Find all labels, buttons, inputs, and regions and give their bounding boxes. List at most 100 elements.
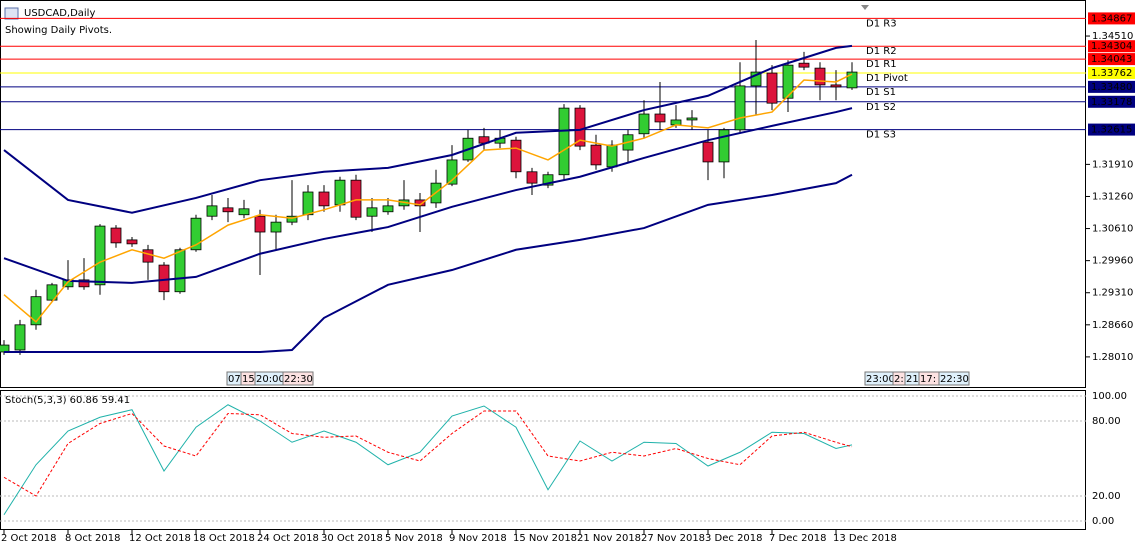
price-tag	[1088, 66, 1135, 79]
stoch-line	[3, 404, 853, 516]
bollinger-band	[4, 173, 853, 353]
x-tick-label: 7 Dec 2018	[769, 533, 827, 544]
shift-marker	[861, 5, 869, 10]
candle-body	[798, 62, 810, 68]
x-tick-label: 18 Oct 2018	[193, 533, 255, 544]
time-box-label: 2:	[894, 374, 904, 385]
time-box-label: 07:	[228, 374, 244, 385]
candle-body	[350, 179, 362, 218]
pivot-label: D1 R3	[866, 18, 897, 29]
pivot-label: D1 R2	[866, 46, 897, 57]
stoch-tick-label: 100.00	[1092, 391, 1127, 402]
price-tag-label: 1.33178	[1091, 97, 1132, 108]
candle-body	[318, 191, 330, 207]
y-tick-label: 1.28010	[1092, 352, 1133, 363]
candle-body	[30, 296, 42, 326]
candle-body	[78, 279, 90, 288]
pivot-label: D1 S1	[866, 87, 896, 98]
candle-body	[110, 227, 122, 244]
candle-body	[638, 113, 650, 135]
price-tag	[1088, 53, 1135, 66]
moving-average	[3, 73, 853, 323]
candle-body	[702, 141, 714, 163]
y-tick-label: 1.29960	[1092, 256, 1133, 267]
x-tick-label: 27 Nov 2018	[641, 533, 705, 544]
x-tick-label: 9 Nov 2018	[449, 533, 507, 544]
candle-body	[718, 129, 730, 163]
candle-body	[14, 324, 26, 351]
candle-body	[158, 264, 170, 293]
candle-body	[414, 199, 426, 207]
candle-body	[302, 191, 314, 216]
candle-body	[142, 249, 154, 263]
y-tick-label: 1.34510	[1092, 31, 1133, 42]
price-tag-label: 1.33480	[1091, 82, 1132, 93]
candle-body	[782, 64, 794, 99]
candle-body	[190, 217, 202, 251]
candle-body	[0, 344, 10, 353]
candle-body	[526, 171, 538, 184]
candle-body	[254, 215, 266, 233]
price-tag	[1088, 123, 1135, 136]
x-tick-label: 8 Oct 2018	[65, 533, 120, 544]
price-tag	[1088, 40, 1135, 53]
time-box-label: 21	[906, 374, 919, 385]
candle-body	[654, 113, 666, 123]
candle-body	[734, 85, 746, 131]
price-tag-label: 1.34304	[1091, 41, 1132, 52]
stoch-line	[3, 410, 853, 497]
time-box-label: 20:00	[256, 374, 285, 385]
candle-body	[238, 208, 250, 216]
time-box-label: 15:	[242, 374, 258, 385]
candle-body	[846, 71, 858, 89]
candle-body	[814, 67, 826, 86]
x-tick-label: 30 Oct 2018	[321, 533, 383, 544]
chart-subtitle: Showing Daily Pivots.	[5, 25, 112, 36]
price-tag-label: 1.33762	[1091, 68, 1132, 79]
price-tag	[1088, 12, 1135, 25]
candle-body	[174, 249, 186, 293]
x-tick-label: 21 Nov 2018	[577, 533, 641, 544]
time-box-label: 22:30	[940, 374, 969, 385]
time-box	[282, 371, 314, 386]
stoch-tick-label: 80.00	[1092, 416, 1121, 427]
candle-body	[334, 179, 346, 206]
price-tag	[1088, 80, 1135, 93]
candle-body	[46, 284, 58, 301]
pivot-label: D1 Pivot	[866, 73, 908, 84]
y-tick-label: 1.30610	[1092, 224, 1133, 235]
candle-body	[750, 71, 762, 87]
candle-body	[366, 207, 378, 217]
pivot-label: D1 S2	[866, 102, 896, 113]
bollinger-band	[3, 44, 853, 214]
candle-body	[574, 107, 586, 147]
candle-body	[766, 72, 778, 104]
x-tick-label: 2 Oct 2018	[1, 533, 56, 544]
bollinger-band	[3, 107, 853, 284]
candle-body	[558, 107, 570, 176]
pivot-label: D1 R1	[866, 59, 897, 70]
time-box-label: 22:30	[284, 374, 313, 385]
x-tick-label: 5 Nov 2018	[385, 533, 443, 544]
candle-body	[590, 144, 602, 166]
candle-body	[126, 239, 138, 245]
x-tick-label: 12 Oct 2018	[129, 533, 191, 544]
stoch-tick-label: 0.00	[1092, 516, 1114, 527]
y-tick-label: 1.28660	[1092, 320, 1133, 331]
x-tick-label: 15 Nov 2018	[513, 533, 577, 544]
x-tick-label: 13 Dec 2018	[833, 533, 897, 544]
stoch-panel-frame	[0, 390, 1086, 530]
x-tick-label: 24 Oct 2018	[257, 533, 319, 544]
y-tick-label: 1.31910	[1092, 159, 1133, 170]
price-tag-label: 1.32615	[1091, 125, 1132, 136]
window-icon	[4, 7, 19, 20]
candle-body	[286, 215, 298, 223]
x-tick-label: 3 Dec 2018	[705, 533, 763, 544]
price-tag-label: 1.34867	[1091, 13, 1132, 24]
candle-body	[222, 207, 234, 213]
stoch-title: Stoch(5,3,3) 60.86 59.41	[5, 395, 130, 406]
candle-body	[382, 205, 394, 213]
time-box	[938, 371, 970, 386]
